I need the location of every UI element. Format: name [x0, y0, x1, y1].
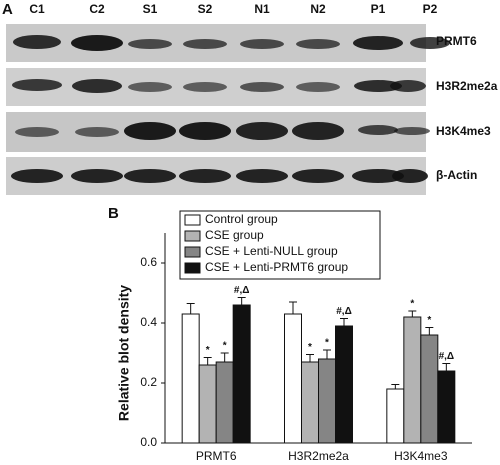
protein-label: H3R2me2a: [436, 79, 498, 93]
significance-marker: *: [206, 345, 210, 356]
legend-swatch: [184, 262, 201, 274]
bar: [335, 325, 353, 444]
lane-label: C1: [29, 2, 45, 16]
lane-label: S1: [143, 2, 158, 16]
x-tick-label: H3K4me3: [394, 449, 448, 463]
y-tick-label: 0.6: [140, 255, 157, 269]
lane-label: S2: [198, 2, 213, 16]
lane-label: N2: [310, 2, 326, 16]
lane-label: N1: [254, 2, 270, 16]
y-tick-label: 0.4: [140, 315, 157, 329]
legend-box: [179, 210, 381, 280]
bar: [403, 316, 422, 444]
bar: [232, 304, 251, 444]
significance-marker: *: [410, 299, 414, 310]
significance-marker: #,Δ: [439, 351, 455, 362]
panel-label: A: [2, 1, 13, 18]
western-blot: [6, 24, 450, 195]
significance-marker: *: [308, 342, 312, 353]
legend-swatch: [184, 246, 201, 258]
x-tick-label: H3R2me2a: [288, 449, 349, 463]
bar: [215, 361, 234, 444]
legend-swatch: [184, 214, 201, 226]
panel-label: B: [108, 205, 119, 222]
significance-marker: *: [325, 338, 329, 349]
legend-label: Control group: [205, 212, 278, 226]
y-tick-label: 0.2: [140, 375, 157, 389]
lane-label: P2: [423, 2, 438, 16]
bar: [181, 313, 200, 444]
significance-marker: *: [223, 341, 227, 352]
protein-label: β-Actin: [436, 168, 477, 182]
legend-swatch: [184, 230, 201, 242]
bar: [284, 313, 302, 444]
x-tick-label: PRMT6: [196, 449, 237, 463]
protein-label: H3K4me3: [436, 124, 491, 138]
bar: [386, 388, 405, 444]
legend-label: CSE + Lenti-PRMT6 group: [205, 260, 348, 274]
bar: [318, 358, 336, 444]
bar: [198, 364, 217, 444]
bar: [420, 334, 439, 444]
y-axis-label: Relative blot density: [116, 285, 132, 421]
protein-label: PRMT6: [436, 34, 477, 48]
lane-label: C2: [89, 2, 105, 16]
legend-label: CSE + Lenti-NULL group: [205, 244, 338, 258]
significance-marker: #,Δ: [336, 306, 352, 317]
legend-label: CSE group: [205, 228, 264, 242]
y-tick-label: 0.0: [140, 435, 157, 449]
significance-marker: #,Δ: [234, 285, 250, 296]
significance-marker: *: [427, 315, 431, 326]
bar: [437, 370, 456, 444]
lane-label: P1: [371, 2, 386, 16]
bar: [301, 361, 319, 444]
